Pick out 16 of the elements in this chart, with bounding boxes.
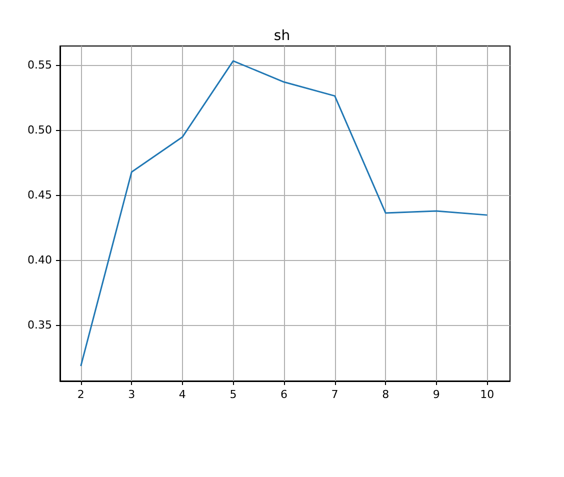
x-tick-label: 2 xyxy=(77,388,84,401)
x-tick-label: 4 xyxy=(178,388,186,401)
x-tick-label: 8 xyxy=(382,388,390,401)
chart-title: sh xyxy=(274,28,290,44)
x-tick-label: 3 xyxy=(128,388,136,401)
y-tick-label: 0.50 xyxy=(28,124,52,137)
x-tick-label: 7 xyxy=(331,388,338,401)
y-tick-label: 0.45 xyxy=(28,188,52,202)
y-tick-label: 0.40 xyxy=(28,254,52,267)
y-tick-label: 0.55 xyxy=(28,58,52,72)
y-tick-label: 0.35 xyxy=(28,318,52,332)
x-tick-label: 5 xyxy=(230,388,237,401)
line-series xyxy=(80,60,488,367)
x-tick-label: 6 xyxy=(280,388,288,401)
x-tick-label: 10 xyxy=(480,388,494,401)
x-tick-label: 9 xyxy=(432,388,440,401)
